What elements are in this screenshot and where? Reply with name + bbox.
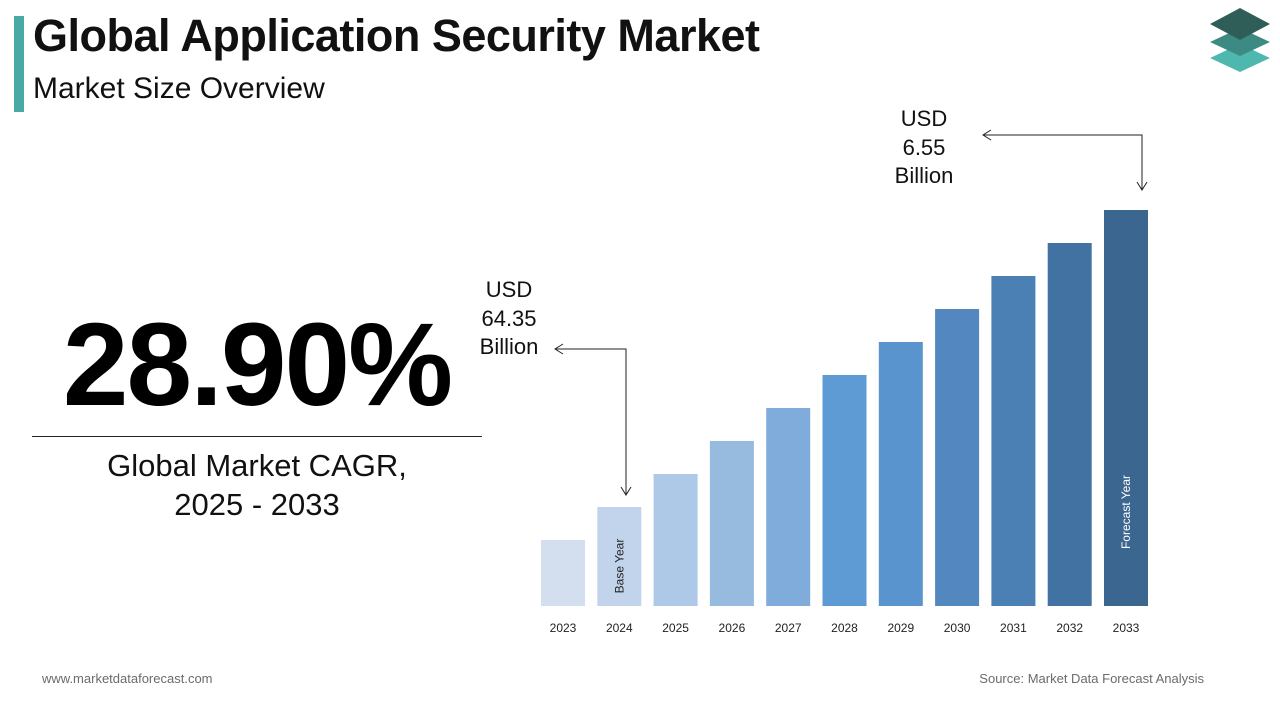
annotation-start-arrowhead-left [554,343,564,355]
bar-2028 [822,375,867,606]
footer-source: Source: Market Data Forecast Analysis [979,671,1204,686]
cagr-divider [32,436,482,437]
x-tick-label-2031: 2031 [1000,621,1027,635]
annotation-end-line2: 6.55 [903,135,946,160]
logo-layer-middle [1210,28,1270,56]
x-tick-label-2025: 2025 [662,621,689,635]
bar-2027 [766,408,811,606]
x-axis-labels: 2023 2024 2025 2026 2027 2028 2029 2030 2031 2032… [550,621,1140,635]
annotation-start-arrowhead-down [620,486,632,496]
annotation-end-arrowhead-left [982,129,992,141]
bars-group: Base Year Forecast Year [541,210,1148,606]
annotation-start-line1: USD [486,277,532,302]
bar-label-2024: Base Year [612,539,626,594]
x-tick-label-2029: 2029 [887,621,914,635]
logo-layer-top [1210,8,1270,40]
page-subtitle: Market Size Overview [33,72,325,105]
x-tick-label-2024: 2024 [606,621,633,635]
x-tick-label-2023: 2023 [550,621,577,635]
bar-2026 [709,441,754,606]
bar-2023 [541,540,585,606]
footer-website: www.marketdataforecast.com [42,671,213,686]
stacked-layers-icon [1210,8,1270,72]
x-tick-label-2026: 2026 [719,621,746,635]
x-tick-label-2028: 2028 [831,621,858,635]
bar-2024 [597,507,642,606]
bar-label-2033: Forecast Year [1119,475,1133,549]
annotation-end-line3: Billion [895,163,954,188]
bar-2029 [878,342,923,606]
cagr-label-line2: 2025 - 2033 [174,487,340,522]
x-tick-label-2030: 2030 [944,621,971,635]
bar-2031 [991,276,1036,606]
logo-layer-bottom [1210,44,1270,72]
title-accent-bar [14,16,24,112]
annotation-start-arrow [556,348,627,494]
annotation-start-line3: Billion [480,334,539,359]
bar-2025 [653,474,698,606]
bar-2030 [935,309,980,606]
cagr-label-line1: Global Market CAGR, [107,448,407,483]
bar-2033 [1104,210,1148,606]
cagr-value: 28.90% [62,299,453,431]
x-tick-label-2032: 2032 [1056,621,1083,635]
x-tick-label-2033: 2033 [1113,621,1140,635]
annotation-end-line1: USD [901,106,947,131]
cagr-label: Global Market CAGR, 2025 - 2033 [32,446,482,524]
bar-2032 [1047,243,1092,606]
annotation-end-arrow [984,134,1143,189]
annotation-end-arrowhead-down [1136,181,1148,191]
annotation-start-line2: 64.35 [481,306,536,331]
page-title: Global Application Security Market [33,10,760,61]
x-tick-label-2027: 2027 [775,621,802,635]
